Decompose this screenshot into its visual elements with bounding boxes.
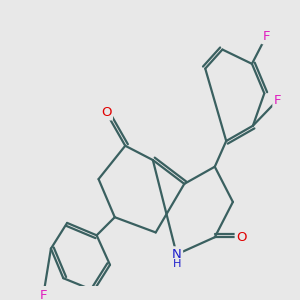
Text: F: F	[274, 94, 281, 106]
Text: F: F	[40, 289, 47, 300]
Text: O: O	[101, 106, 111, 119]
Text: H: H	[172, 259, 181, 269]
Text: O: O	[236, 231, 247, 244]
Text: N: N	[172, 248, 182, 261]
Text: F: F	[262, 30, 270, 43]
